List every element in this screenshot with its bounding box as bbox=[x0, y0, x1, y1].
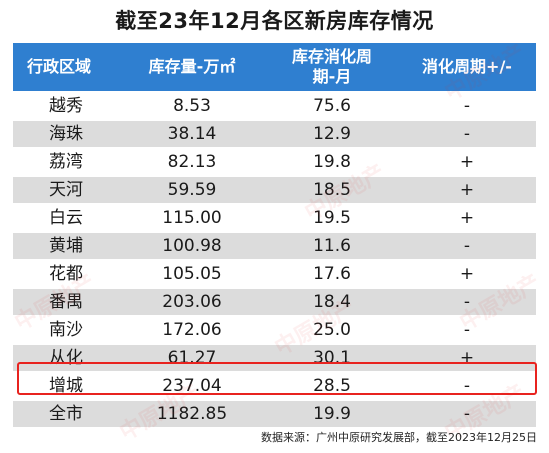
cell-cycle: 12.9 bbox=[266, 121, 398, 147]
cell-inventory: 100.98 bbox=[118, 233, 266, 259]
cell-change: - bbox=[398, 289, 536, 315]
table-row: 增城 237.04 28.5- bbox=[13, 373, 536, 399]
cell-change: + bbox=[398, 177, 536, 203]
cell-change: + bbox=[398, 261, 536, 287]
table-row: 南沙 172.06 25.0- bbox=[13, 317, 536, 343]
cell-change: - bbox=[398, 93, 536, 119]
cell-inventory: 105.05 bbox=[118, 261, 266, 287]
header-inventory: 库存量-万㎡ bbox=[118, 43, 266, 91]
cell-district: 天河 bbox=[13, 177, 118, 203]
table-row: 海珠 38.14 12.9- bbox=[13, 121, 536, 147]
table-row: 荔湾 82.13 19.8 + bbox=[13, 149, 536, 175]
header-cycle: 库存消化周期-月 bbox=[266, 43, 398, 91]
table-body: 越秀 8.53 75.6- 海珠 38.14 12.9- 荔湾 82.13 19.8 + 天河 59.… bbox=[13, 93, 536, 427]
table-row: 番禺 203.06 18.4- bbox=[13, 289, 536, 315]
cell-inventory: 1182.85 bbox=[118, 401, 266, 427]
cell-district: 海珠 bbox=[13, 121, 118, 147]
cell-district: 越秀 bbox=[13, 93, 118, 119]
cell-cycle: 19.5 bbox=[266, 205, 398, 231]
cell-inventory: 82.13 bbox=[118, 149, 266, 175]
cell-change: - bbox=[398, 121, 536, 147]
table-row: 黄埔 100.98 11.6- bbox=[13, 233, 536, 259]
cell-district: 花都 bbox=[13, 261, 118, 287]
table-row: 白云 115.00 19.5 + bbox=[13, 205, 536, 231]
inventory-table: 行政区域 库存量-万㎡ 库存消化周期-月 消化周期+/- 越秀 8.53 75.6-… bbox=[13, 41, 536, 429]
cell-change: + bbox=[398, 149, 536, 175]
table-row: 天河 59.59 18.5 + bbox=[13, 177, 536, 203]
header-district: 行政区域 bbox=[13, 43, 118, 91]
cell-change: - bbox=[398, 317, 536, 343]
table-row: 越秀 8.53 75.6- bbox=[13, 93, 536, 119]
table-header-row: 行政区域 库存量-万㎡ 库存消化周期-月 消化周期+/- bbox=[13, 43, 536, 91]
cell-cycle: 19.8 bbox=[266, 149, 398, 175]
cell-change: - bbox=[398, 233, 536, 259]
cell-cycle: 11.6 bbox=[266, 233, 398, 259]
cell-district: 南沙 bbox=[13, 317, 118, 343]
cell-inventory: 172.06 bbox=[118, 317, 266, 343]
cell-district: 白云 bbox=[13, 205, 118, 231]
cell-district: 番禺 bbox=[13, 289, 118, 315]
cell-cycle: 18.4 bbox=[266, 289, 398, 315]
source-note: 数据来源：广州中原研究发展部，截至2023年12月25日 bbox=[261, 431, 537, 444]
highlight-box-zengcheng bbox=[17, 362, 537, 395]
cell-change: + bbox=[398, 205, 536, 231]
cell-inventory: 8.53 bbox=[118, 93, 266, 119]
cell-district: 荔湾 bbox=[13, 149, 118, 175]
cell-inventory: 115.00 bbox=[118, 205, 266, 231]
cell-inventory: 203.06 bbox=[118, 289, 266, 315]
table-row: 花都 105.05 17.6 + bbox=[13, 261, 536, 287]
cell-inventory: 38.14 bbox=[118, 121, 266, 147]
cell-cycle: 18.5 bbox=[266, 177, 398, 203]
cell-cycle: 19.9 bbox=[266, 401, 398, 427]
cell-change: - bbox=[398, 401, 536, 427]
header-change: 消化周期+/- bbox=[398, 43, 536, 91]
cell-inventory: 59.59 bbox=[118, 177, 266, 203]
cell-change: + bbox=[398, 345, 536, 371]
cell-cycle: 17.6 bbox=[266, 261, 398, 287]
header-cycle-label: 库存消化周期-月 bbox=[291, 47, 372, 86]
table-row: 全市 1182.85 19.9- bbox=[13, 401, 536, 427]
chart-title: 截至23年12月各区新房库存情况 bbox=[115, 9, 434, 33]
cell-district: 黄埔 bbox=[13, 233, 118, 259]
cell-cycle: 75.6 bbox=[266, 93, 398, 119]
cell-district: 全市 bbox=[13, 401, 118, 427]
cell-cycle: 25.0 bbox=[266, 317, 398, 343]
